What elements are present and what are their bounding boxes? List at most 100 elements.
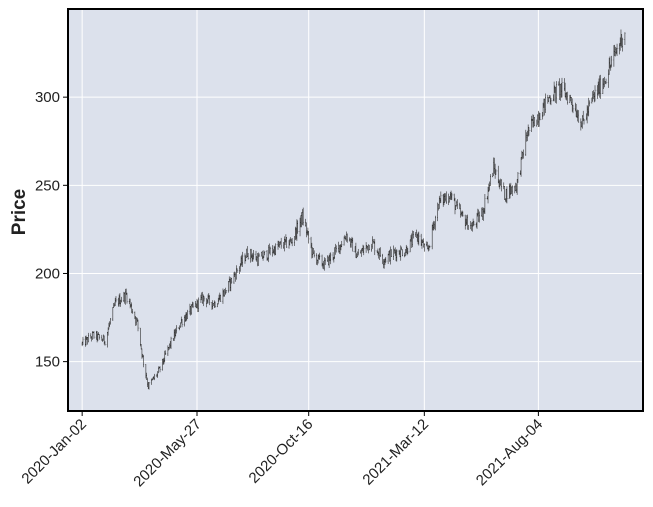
ohlc-bar [297,220,299,234]
ohlc-bar [330,252,332,265]
ohlc-bar [489,174,492,187]
ohlc-bar [186,309,189,319]
ohlc-bar [231,278,233,284]
ohlc-bar [93,331,95,339]
ohlc-bar [82,336,84,345]
ohlc-bar [253,250,255,260]
ohlc-bar [445,191,447,204]
ohlc-bar [87,332,90,343]
ohlc-bar [225,290,227,294]
ohlc-bar [363,245,365,256]
ohlc-bar [352,237,354,252]
y-tick-label: 250 [35,177,60,194]
ohlc-bar [440,191,442,203]
ohlc-bar [506,186,508,204]
ohlc-bar [357,248,359,256]
ohlc-bar [346,233,348,243]
ohlc-bar [495,169,497,175]
ohlc-bar [115,296,117,303]
ohlc-bar [500,179,503,192]
ohlc-bar [385,256,387,263]
ohlc-bar [302,207,304,226]
ohlc-bar [175,325,178,334]
ohlc-bar [533,117,536,127]
ohlc-bar [412,231,414,239]
ohlc-bar [131,308,134,314]
ohlc-bar [192,302,194,309]
x-tick-label: 2020-Oct-16 [246,416,317,487]
ohlc-bar [219,294,222,302]
ohlc-bar [280,237,282,249]
ohlc-bar [236,268,238,273]
ohlc-bar [104,341,106,346]
ohlc-bar [434,215,436,231]
ohlc-bar [528,127,530,136]
ohlc-bar [98,334,101,340]
ohlc-bar [407,247,409,255]
ohlc-bar [109,317,112,325]
ohlc-bar [374,238,376,256]
ohlc-bar [605,78,607,85]
ohlc-bar [258,253,260,257]
ohlc-bar [418,231,420,246]
x-tick-label: 2021-Aug-04 [473,416,546,489]
ohlc-bar [511,185,514,197]
x-tick-label: 2021-Mar-12 [359,416,432,489]
ohlc-bar [164,350,167,355]
ohlc-bar [286,237,288,248]
ohlc-bar [624,32,626,46]
grid-lines [68,9,643,411]
y-tick-label: 300 [35,89,60,106]
ohlc-bar [451,192,453,200]
ohlc-bar [610,55,613,68]
ohlc-bar [572,104,574,114]
ohlc-bar [379,247,381,258]
ohlc-bar [247,252,249,260]
ohlc-bar [555,81,558,104]
ohlc-bar [126,292,128,304]
ohlc-bar [456,199,458,210]
ohlc-bar [137,319,139,332]
ohlc-bar [429,245,431,248]
y-tick-label: 200 [35,265,60,282]
ohlc-bar [291,238,293,247]
ohlc-bar [390,249,392,257]
ohlc-bar [264,251,266,256]
ohlc-bar [478,211,480,223]
ohlc-bar [313,250,315,258]
ohlc-bar [594,85,596,102]
ohlc-bar [550,97,552,106]
ohlc-bar [181,319,183,328]
ohlc-bar [588,100,591,107]
ohlc-bar [120,296,123,303]
ohlc-bar [197,297,200,313]
x-axis: 2020-Jan-02 2020-May-27 2020-Oct-16 2021-Ma… [18,411,546,490]
ohlc-bar [616,43,618,57]
ohlc-bar [319,252,321,260]
ohlc-bar [324,258,326,266]
ohlc-bar [423,243,425,252]
ohlc-bar [577,110,580,123]
ohlc-bar [308,231,310,244]
ohlc-bar [142,354,145,368]
ohlc-bar [275,243,277,255]
x-tick-label: 2020-Jan-02 [18,416,90,488]
ohlc-bar [203,296,205,302]
ohlc-bar [583,118,585,125]
ohlc-bar [522,149,525,159]
ohlc-bar [401,249,403,257]
y-axis-label: Price [9,189,30,235]
ohlc-bar [335,245,337,253]
ohlc-bar [484,193,486,214]
ohlc-bar [561,77,563,98]
ohlc-bar [269,246,271,256]
ohlc-bar [621,37,624,52]
x-tick-label: 2020-May-27 [130,416,205,491]
ohlc-bar [517,172,519,183]
ohlc-bar [214,301,216,308]
price-series [81,29,626,390]
ohlc-bar [539,113,541,121]
ohlc-bar [462,211,464,217]
y-axis: 150 200 250 300 [35,89,68,371]
